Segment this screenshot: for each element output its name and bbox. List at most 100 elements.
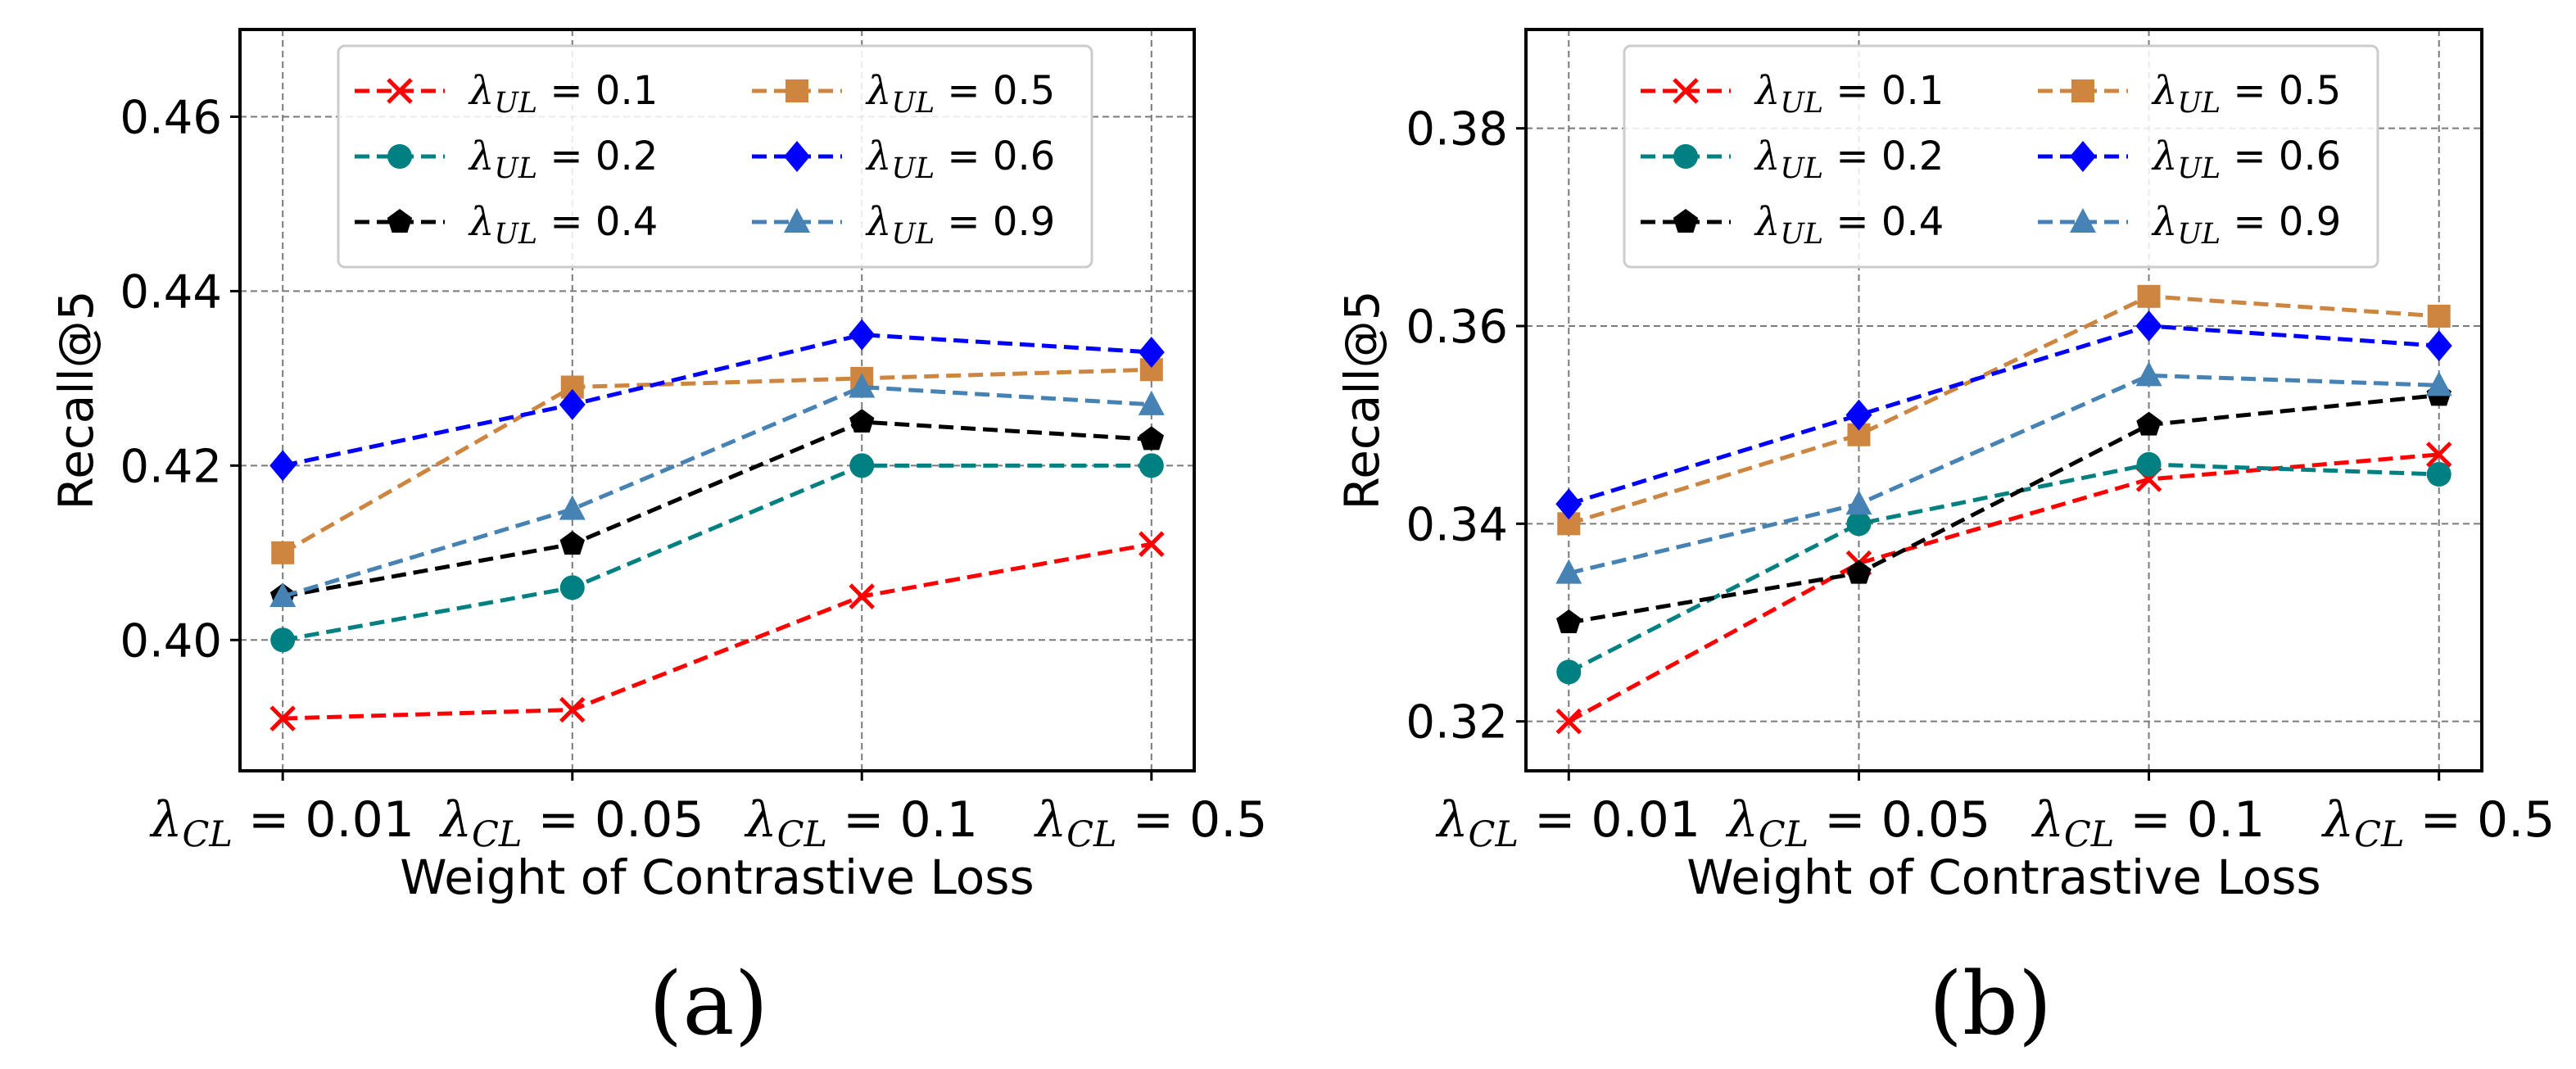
legend-marker xyxy=(1673,209,1699,233)
series-4 xyxy=(269,319,1165,482)
data-point xyxy=(1555,708,1582,735)
data-point xyxy=(269,450,297,482)
data-point xyxy=(270,627,296,653)
legend-marker xyxy=(387,209,413,233)
data-point xyxy=(1138,336,1165,368)
series-line xyxy=(282,463,1152,642)
axes-frame xyxy=(1524,28,2483,772)
legend-label: λUL = 0.2 xyxy=(468,134,658,185)
legend-label: λUL = 0.2 xyxy=(1754,134,1944,185)
legend-label: λUL = 0.9 xyxy=(865,199,1055,251)
y-tick-label: 0.38 xyxy=(1406,103,1508,156)
data-point xyxy=(1138,390,1165,415)
legend-marker xyxy=(2070,141,2096,172)
y-tick-label: 0.44 xyxy=(120,265,222,319)
legend-entry: λUL = 0.6 xyxy=(2038,134,2341,185)
series-5 xyxy=(1555,361,2452,584)
data-point xyxy=(1845,399,1872,431)
data-point xyxy=(1139,426,1165,451)
legend-marker xyxy=(387,78,413,104)
series-2 xyxy=(1556,382,2452,633)
y-axis-label: Recall@5 xyxy=(48,291,104,510)
y-tick-label: 0.40 xyxy=(120,614,222,668)
legend-entry: λUL = 0.2 xyxy=(1641,134,1944,185)
data-point xyxy=(2426,462,2452,487)
data-point xyxy=(271,541,295,564)
x-tick-label: λCL = 0.05 xyxy=(439,791,704,855)
series-line xyxy=(282,384,1152,599)
legend-label: λUL = 0.1 xyxy=(1754,68,1944,120)
x-axis-label: Weight of Contrastive Loss xyxy=(400,849,1034,905)
legend-entry: λUL = 0.2 xyxy=(355,134,658,185)
legend-entry: λUL = 0.1 xyxy=(1641,68,1944,120)
series-line xyxy=(282,333,1152,468)
data-point xyxy=(559,388,586,420)
legend-entry: λUL = 0.4 xyxy=(1641,199,1944,251)
data-point xyxy=(2137,284,2161,308)
series-line xyxy=(1568,373,2439,576)
data-point xyxy=(2135,361,2162,387)
legend-label: λUL = 0.5 xyxy=(865,68,1055,120)
series-3 xyxy=(271,358,1163,564)
series-line xyxy=(1568,462,2439,674)
x-tick-label: λCL = 0.01 xyxy=(1436,791,1701,855)
x-tick-label: λCL = 0.1 xyxy=(745,791,978,855)
x-axis-label: Weight of Contrastive Loss xyxy=(1686,849,2320,905)
legend-label: λUL = 0.4 xyxy=(1754,199,1944,251)
series-3 xyxy=(1557,284,2451,536)
data-point xyxy=(1556,609,1582,633)
legend-entry: λUL = 0.4 xyxy=(355,199,658,251)
series-1 xyxy=(270,453,1164,653)
legend-entry: λUL = 0.9 xyxy=(2038,199,2341,251)
data-point xyxy=(2136,451,2162,477)
series-2 xyxy=(269,409,1165,608)
legend-entry: λUL = 0.5 xyxy=(2038,68,2341,120)
y-tick-label: 0.42 xyxy=(120,440,222,493)
data-point xyxy=(1845,490,1872,515)
series-5 xyxy=(269,373,1165,608)
y-axis-label: Recall@5 xyxy=(1334,291,1390,510)
data-point xyxy=(849,453,875,478)
series-line xyxy=(1568,324,2439,506)
x-tick-label: λCL = 0.01 xyxy=(149,791,414,855)
data-point xyxy=(559,696,586,723)
series-line xyxy=(281,367,1152,555)
data-point xyxy=(1139,531,1165,557)
data-point xyxy=(849,373,876,398)
legend-marker xyxy=(2070,208,2096,233)
legend-entry: λUL = 0.1 xyxy=(355,68,658,120)
legend-label: λUL = 0.6 xyxy=(2151,134,2341,185)
data-point xyxy=(849,583,875,609)
series-line xyxy=(283,541,1152,721)
legend-box xyxy=(1623,44,2379,269)
legend-label: λUL = 0.9 xyxy=(2151,199,2341,251)
y-tick-label: 0.34 xyxy=(1406,498,1508,551)
data-point xyxy=(269,582,297,608)
y-tick-label: 0.46 xyxy=(120,91,222,144)
x-tick-label: λCL = 0.5 xyxy=(1034,791,1267,855)
data-point xyxy=(2425,330,2452,362)
legend-label: λUL = 0.6 xyxy=(865,134,1055,185)
x-tick-label: λCL = 0.5 xyxy=(2321,791,2555,855)
legend-marker xyxy=(1673,78,1699,104)
legend-entry: λUL = 0.6 xyxy=(752,134,1055,185)
panel-caption: (a) xyxy=(649,953,768,1054)
data-point xyxy=(1555,559,1582,584)
x-tick-label: λCL = 0.05 xyxy=(1726,791,1991,855)
y-tick-label: 0.32 xyxy=(1406,696,1508,750)
series-4 xyxy=(1555,310,2452,520)
data-point xyxy=(849,409,875,433)
y-tick-label: 0.36 xyxy=(1406,301,1508,354)
series-line xyxy=(282,419,1152,599)
data-point xyxy=(1846,559,1872,584)
legend: λUL = 0.1 λUL = 0.2 λUL = 0.4 λUL = 0.5 λUL … xyxy=(337,44,1093,269)
legend-label: λUL = 0.5 xyxy=(2151,68,2341,120)
data-point xyxy=(1555,488,1582,520)
data-point xyxy=(2136,411,2162,436)
data-point xyxy=(849,319,876,351)
data-point xyxy=(559,495,586,520)
legend-label: λUL = 0.4 xyxy=(468,199,658,251)
legend-marker xyxy=(387,144,412,169)
